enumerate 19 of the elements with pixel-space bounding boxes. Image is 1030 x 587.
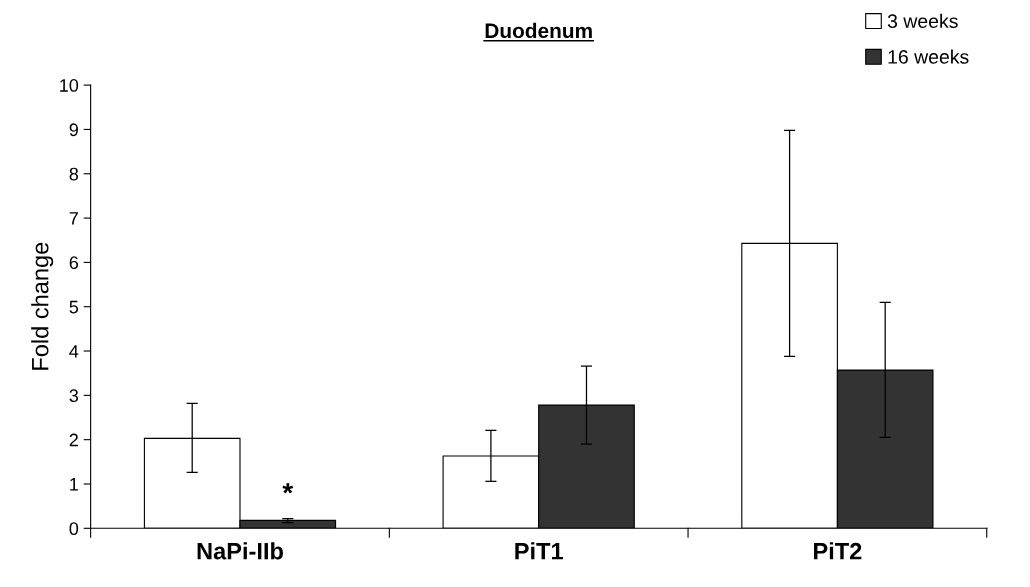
y-axis-title: Fold change bbox=[31, 242, 54, 370]
y-tick-label: 6 bbox=[69, 256, 79, 270]
legend-label: 16 weeks bbox=[888, 49, 969, 64]
y-tick-label: 10 bbox=[60, 79, 79, 92]
y-tick-label: 8 bbox=[69, 167, 79, 181]
y-tick-label: 7 bbox=[69, 212, 78, 225]
y-tick-label: 0 bbox=[69, 522, 79, 536]
annotation: * bbox=[282, 483, 294, 494]
x-tick-label: PiT1 bbox=[515, 542, 563, 560]
y-tick-label: 4 bbox=[69, 345, 79, 358]
y-tick-label: 1 bbox=[70, 478, 78, 491]
x-tick-label: PiT2 bbox=[814, 542, 862, 560]
y-tick-label: 5 bbox=[69, 300, 79, 314]
y-tick-label: 2 bbox=[69, 433, 78, 447]
legend-label: 3 weeks bbox=[887, 13, 958, 29]
y-tick-label: 3 bbox=[69, 389, 79, 403]
chart-title: Duodenum bbox=[485, 22, 592, 39]
y-tick-label: 9 bbox=[69, 123, 78, 137]
x-tick-label: NaPi-IIb bbox=[197, 542, 283, 560]
